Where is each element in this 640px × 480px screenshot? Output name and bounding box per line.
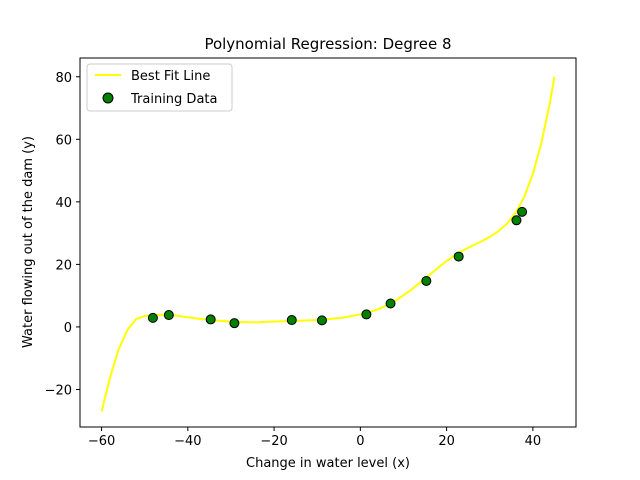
- x-tick-label: −20: [260, 434, 287, 449]
- legend-marker-swatch: [102, 92, 114, 104]
- training-data-point: [517, 206, 528, 217]
- x-tick-label: 0: [356, 434, 364, 449]
- legend: Best Fit Line Training Data: [86, 63, 233, 112]
- y-tick-label: 0: [64, 321, 72, 336]
- training-data-point: [421, 275, 432, 286]
- x-tick-label: −40: [174, 434, 201, 449]
- training-data-point: [286, 315, 297, 326]
- training-data-point: [205, 314, 216, 325]
- y-tick-label: 60: [55, 133, 72, 148]
- y-tick-label: 20: [55, 258, 72, 273]
- training-data-point: [385, 298, 396, 309]
- x-tick-label: 40: [525, 434, 542, 449]
- y-axis: −20 0 20 40 60 80: [45, 71, 80, 398]
- x-tick-label: −60: [88, 434, 115, 449]
- legend-label-best-fit: Best Fit Line: [131, 69, 210, 84]
- training-data-point: [361, 309, 372, 320]
- best-fit-line: [100, 76, 556, 412]
- x-tick-label: 20: [438, 434, 455, 449]
- plot-area: [100, 76, 556, 412]
- plot-frame: [79, 57, 577, 428]
- legend-label-training-data: Training Data: [130, 92, 217, 107]
- y-tick-label: 80: [55, 71, 72, 86]
- x-axis: −60 −40 −20 0 20 40: [88, 427, 541, 449]
- training-data-point: [163, 310, 174, 321]
- x-axis-label: Change in water level (x): [246, 456, 410, 471]
- training-data-point: [511, 215, 522, 226]
- training-data-point: [229, 318, 240, 329]
- y-tick-label: −20: [45, 383, 72, 398]
- legend-box: [86, 63, 233, 112]
- training-data-point: [147, 312, 158, 323]
- training-data-point: [316, 315, 327, 326]
- chart-title: Polynomial Regression: Degree 8: [204, 35, 451, 53]
- y-tick-label: 40: [55, 196, 72, 211]
- y-axis-label: Water flowing out of the dam (y): [21, 136, 36, 348]
- training-data-point: [453, 251, 464, 262]
